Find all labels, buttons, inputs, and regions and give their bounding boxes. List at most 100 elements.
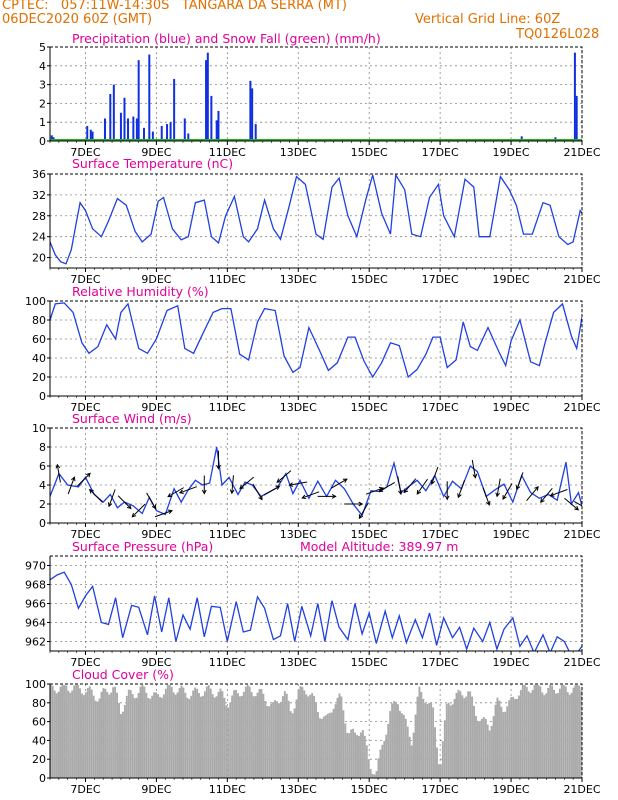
cloud-bar [537, 684, 540, 778]
cloud-bar [436, 747, 438, 778]
x-tick-label: 13DEC [280, 656, 317, 669]
cloud-bar [381, 744, 384, 778]
cloud-bar [412, 732, 415, 778]
cloud-bar [170, 686, 173, 778]
precip-bar [573, 52, 576, 141]
cloud-bar [338, 693, 341, 778]
wind-arrow [131, 503, 146, 518]
cloud-bar [572, 687, 575, 778]
cloud-bar [570, 692, 573, 778]
cloud-bar [539, 686, 542, 778]
wind-arrow [431, 466, 439, 485]
cloud-bar [305, 694, 308, 778]
y-tick-label: 0 [39, 135, 46, 148]
precip-bar [123, 97, 126, 141]
wind-arrowhead [534, 486, 539, 491]
cloud-bar [233, 690, 236, 778]
x-tick-label: 19DEC [493, 401, 530, 414]
cloud-bar [90, 689, 93, 778]
wind-arrow [276, 470, 292, 483]
cloud-bar [391, 703, 394, 778]
cloud-bar [400, 713, 403, 778]
precip-bar [520, 136, 523, 141]
x-tick-label: 15DEC [351, 146, 388, 159]
cloud-bar [283, 691, 286, 778]
wind-arrowhead [502, 495, 507, 500]
cloud-bar [496, 697, 499, 778]
cloud-bar [562, 684, 565, 778]
cloud-bar [198, 693, 200, 778]
wind-arrowhead [430, 479, 436, 485]
precip-bar [215, 120, 218, 141]
plot-area [50, 174, 582, 265]
panel-title: Relative Humidity (%) [72, 284, 209, 299]
wind-arrow [302, 491, 320, 499]
cloud-bar [455, 692, 458, 778]
precip-bar [187, 133, 190, 141]
cloud-bar [504, 711, 507, 778]
cloud-bar [205, 686, 208, 778]
cloud-bar [88, 686, 91, 778]
wind-arrow [146, 492, 157, 509]
cloud-bar [155, 692, 158, 778]
wind-arrow [263, 485, 280, 496]
cloud-bar [564, 686, 567, 778]
cloud-bar [120, 714, 122, 778]
y-tick-label: 970 [25, 560, 46, 573]
cloud-bar [315, 703, 317, 778]
x-tick-label: 21DEC [563, 146, 600, 159]
cloud-bar [313, 695, 316, 778]
panel-5: Surface Pressure (hPa) Model Altitude: 38… [25, 539, 601, 669]
cloud-bar [240, 695, 243, 778]
cloud-bar [127, 689, 130, 778]
plot-area [50, 302, 582, 379]
panel-title: Surface Wind (m/s) [72, 411, 192, 426]
y-tick-label: 40 [32, 734, 46, 747]
precip-bar [575, 95, 578, 141]
y-tick-label: 6 [39, 460, 46, 473]
cloud-bar [525, 686, 528, 778]
cloud-bar [92, 695, 95, 778]
wind-arrowhead [167, 492, 173, 498]
cloud-bar [252, 696, 255, 778]
cloud-bar [535, 684, 538, 778]
cloud-bar [477, 720, 479, 778]
wind-arrow [289, 481, 308, 486]
cloud-bar [566, 692, 569, 778]
cloud-bar [356, 735, 358, 778]
cloud-bar [200, 696, 202, 778]
y-tick-label: 966 [25, 598, 46, 611]
x-tick-label: 11DEC [209, 783, 246, 796]
cloud-bar [324, 715, 327, 778]
cloud-bar [377, 758, 380, 778]
cloud-bar [527, 691, 530, 778]
cloud-bar [274, 700, 277, 778]
cloud-bar [112, 687, 115, 778]
cloud-bar [406, 726, 409, 778]
wind-arrowhead [358, 501, 364, 507]
wind-arrow [154, 510, 173, 518]
wind-arrowhead [276, 478, 282, 483]
cloud-bar [359, 732, 362, 778]
wind-arrow [540, 488, 553, 503]
cloud-bar [422, 698, 425, 778]
cloud-bar [453, 699, 456, 778]
cloud-bar [379, 749, 382, 778]
cloud-bar [502, 712, 505, 778]
cloud-bar [363, 735, 366, 778]
cloud-bar [96, 701, 99, 778]
x-tick-label: 21DEC [563, 273, 600, 286]
y-tick-label: 968 [25, 579, 46, 592]
cloud-bar [272, 701, 275, 778]
cloud-bar [289, 711, 292, 778]
x-tick-label: 11DEC [209, 146, 246, 159]
cloud-bar [250, 692, 253, 778]
precip-bar [86, 125, 89, 141]
precip-bar [142, 127, 145, 141]
cloud-bar [248, 686, 251, 778]
cloud-bar [94, 700, 97, 778]
cloud-bar [416, 696, 419, 778]
cloud-bar [55, 693, 58, 778]
cloud-bar [430, 703, 433, 778]
x-tick-label: 13DEC [280, 783, 317, 796]
